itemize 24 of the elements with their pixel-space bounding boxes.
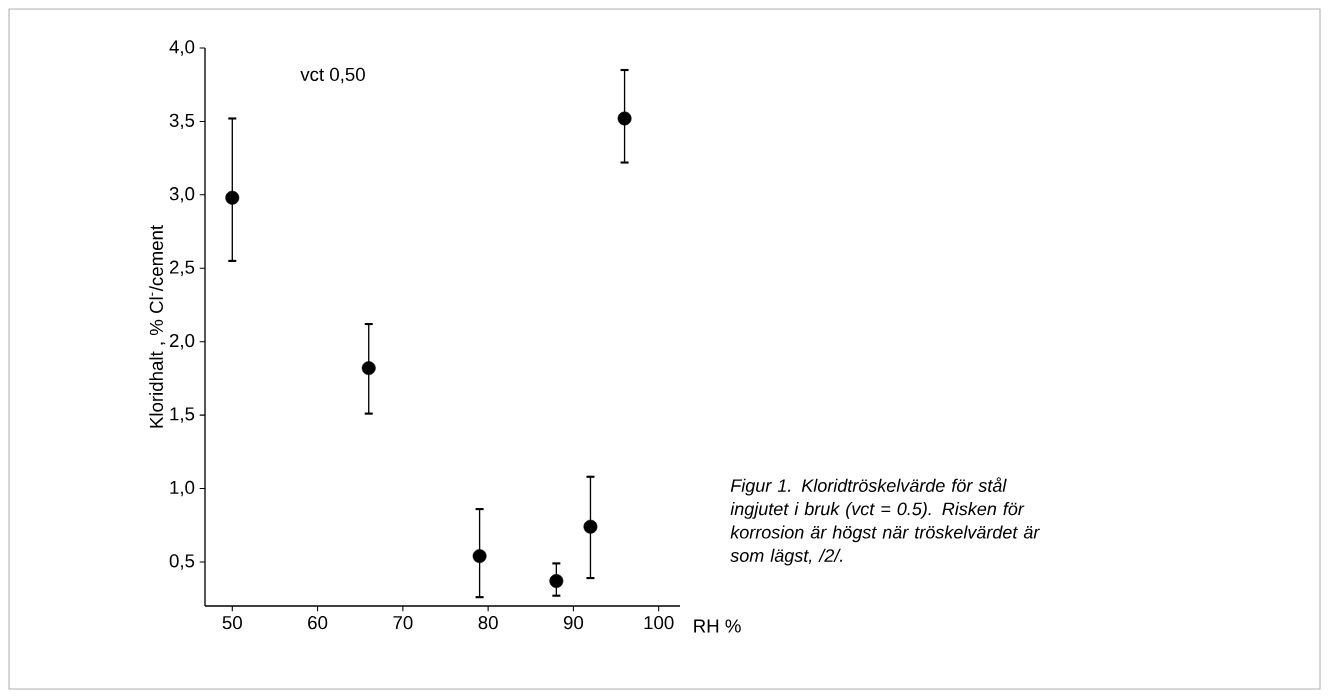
x-tick-label: 100 bbox=[644, 616, 674, 630]
point bbox=[583, 519, 598, 534]
text: Figur 1. Kloridtröskelvärde för stål ingjutet i bruk (vct = 0.5). Risken för korrosion är högst när tröskelvärdet är som lägst, /2/. bbox=[730, 477, 1040, 566]
point bbox=[225, 190, 240, 205]
y-tick-label: 3,5 bbox=[169, 113, 195, 130]
y-tick-label: 2,0 bbox=[169, 333, 195, 350]
y-axis-title: Kloridhalt , % Cl$^{-}$/cement bbox=[149, 225, 166, 428]
y-tick-label: 1,5 bbox=[170, 407, 195, 423]
point bbox=[472, 549, 487, 563]
x-tick-label: 70 bbox=[393, 616, 413, 630]
x-tick-label: 50 bbox=[222, 616, 242, 630]
y-tick-label: 3,0 bbox=[169, 187, 195, 203]
y-tick-label: 2,5 bbox=[169, 260, 195, 276]
point bbox=[549, 574, 564, 588]
x-tick-label: 60 bbox=[308, 616, 328, 630]
y-tick-label: 4,0 bbox=[169, 40, 195, 56]
x-axis-title: RH % bbox=[694, 619, 741, 633]
annotation: vct 0,50 bbox=[300, 67, 365, 84]
x-tick-label: 80 bbox=[478, 616, 498, 630]
y-tick-label: 0,5 bbox=[169, 554, 195, 570]
point bbox=[617, 111, 632, 126]
point bbox=[361, 361, 376, 376]
y-tick-label: 1,0 bbox=[170, 480, 195, 497]
x-tick-label: 90 bbox=[563, 616, 584, 630]
